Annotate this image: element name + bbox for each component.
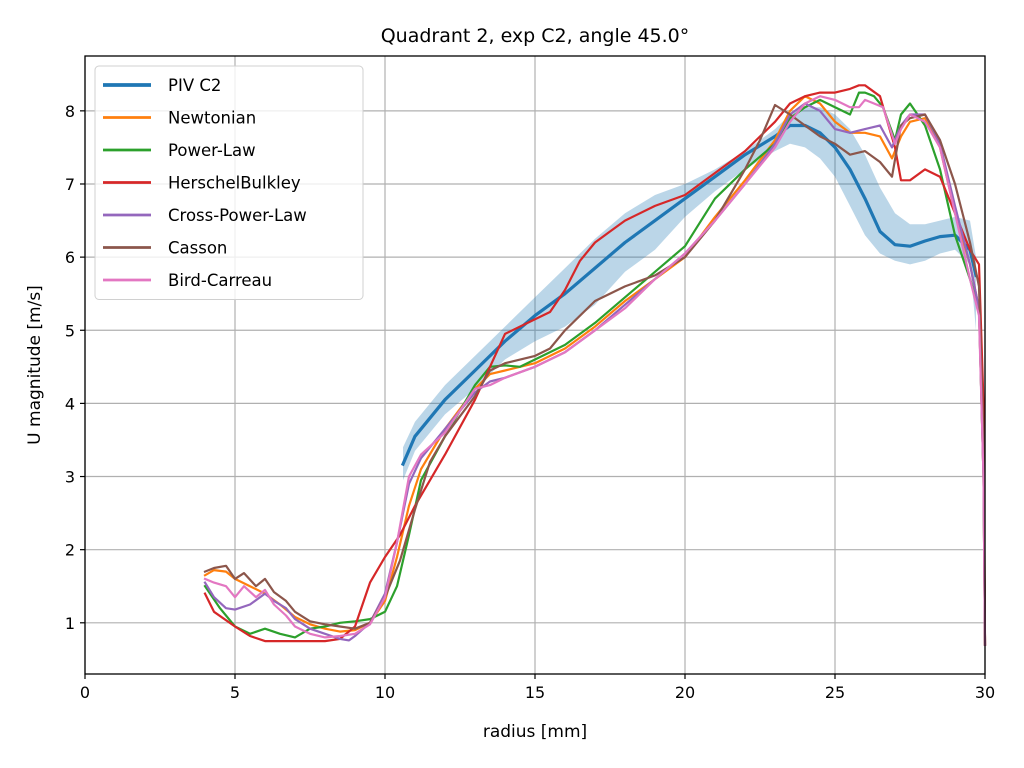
series-line-power-law (203, 91, 987, 646)
y-tick-label: 5 (65, 321, 75, 340)
x-tick-label: 5 (230, 683, 240, 702)
legend-label: Newtonian (168, 109, 256, 128)
legend-label: HerschelBulkley (168, 174, 301, 193)
x-axis: 0 5 10 15 20 25 30 (80, 674, 995, 702)
x-tick-label: 10 (375, 683, 395, 702)
x-tick-label: 30 (975, 683, 995, 702)
x-tick-label: 25 (825, 683, 845, 702)
legend-item-cross-power-law: Cross-Power-Law (103, 206, 307, 225)
legend-item-herschelbulkley: HerschelBulkley (103, 174, 301, 193)
y-tick-label: 2 (65, 541, 75, 560)
x-tick-label: 15 (525, 683, 545, 702)
legend-label: Casson (168, 239, 227, 258)
x-axis-label: radius [mm] (483, 722, 587, 742)
legend-label: Bird-Carreau (168, 271, 272, 290)
y-tick-label: 8 (65, 102, 75, 121)
y-tick-label: 4 (65, 394, 75, 413)
legend-item-newtonian: Newtonian (103, 109, 256, 128)
chart-title: Quadrant 2, exp C2, angle 45.0° (381, 25, 690, 47)
legend: PIV C2 Newtonian Power-Law HerschelBulkley C… (94, 65, 364, 300)
y-axis-label: U magnitude [m/s] (25, 285, 45, 445)
legend-label: Power-Law (168, 141, 256, 160)
y-tick-label: 1 (65, 614, 75, 633)
legend-box (94, 65, 364, 300)
legend-item-power-law: Power-Law (103, 141, 256, 160)
y-axis: 1 2 3 4 5 6 7 8 (65, 102, 85, 633)
series-line-newtonian (203, 95, 987, 646)
series-line-bird-carreau (203, 95, 987, 646)
series-line-casson (203, 103, 987, 646)
x-tick-label: 0 (80, 683, 90, 702)
legend-label: PIV C2 (168, 76, 221, 95)
legend-label: Cross-Power-Law (168, 206, 307, 225)
series-lines (203, 84, 987, 646)
series-line-herschelbulkley (203, 84, 987, 646)
y-tick-label: 6 (65, 248, 75, 267)
legend-item-piv-c2: PIV C2 (103, 76, 221, 95)
grid (84, 56, 986, 674)
legend-item-casson: Casson (103, 239, 227, 258)
y-tick-label: 7 (65, 175, 75, 194)
x-tick-label: 20 (675, 683, 695, 702)
legend-item-bird-carreau: Bird-Carreau (103, 271, 272, 290)
y-tick-label: 3 (65, 468, 75, 487)
